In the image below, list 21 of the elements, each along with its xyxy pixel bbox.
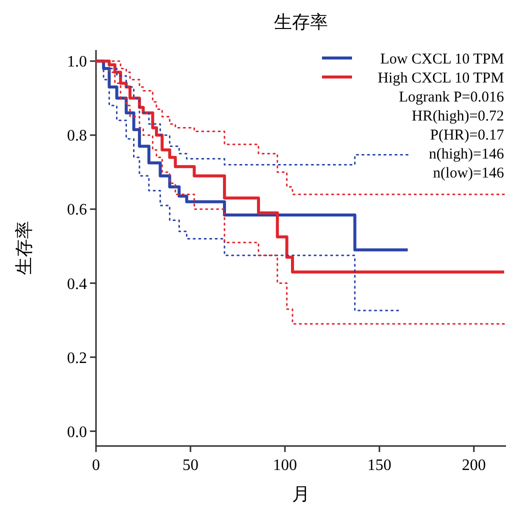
- y-tick-label: 0.4: [67, 276, 87, 293]
- y-tick-label: 0.8: [67, 128, 87, 145]
- y-tick-label: 0.0: [67, 424, 87, 441]
- legend-label: High CXCL 10 TPM: [378, 70, 504, 86]
- annotation: HR(high)=0.72: [412, 108, 504, 124]
- y-tick-label: 1.0: [67, 54, 87, 71]
- x-tick-label: 50: [182, 457, 198, 474]
- x-tick-label: 100: [272, 457, 297, 474]
- y-tick-label: 0.2: [67, 350, 87, 367]
- x-axis-title: 月: [292, 484, 310, 504]
- y-tick-label: 0.6: [67, 202, 87, 219]
- annotation: n(high)=146: [428, 146, 504, 162]
- annotation: n(low)=146: [433, 165, 504, 182]
- x-tick-label: 0: [92, 457, 100, 474]
- chart-title: 生存率: [274, 12, 328, 32]
- x-tick-label: 200: [462, 457, 486, 474]
- legend-label: Low CXCL 10 TPM: [380, 51, 504, 68]
- x-tick-label: 150: [367, 457, 392, 474]
- annotation: Logrank P=0.016: [398, 89, 504, 106]
- annotation: P(HR)=0.17: [430, 127, 504, 144]
- y-axis-title: 生存率: [14, 221, 34, 275]
